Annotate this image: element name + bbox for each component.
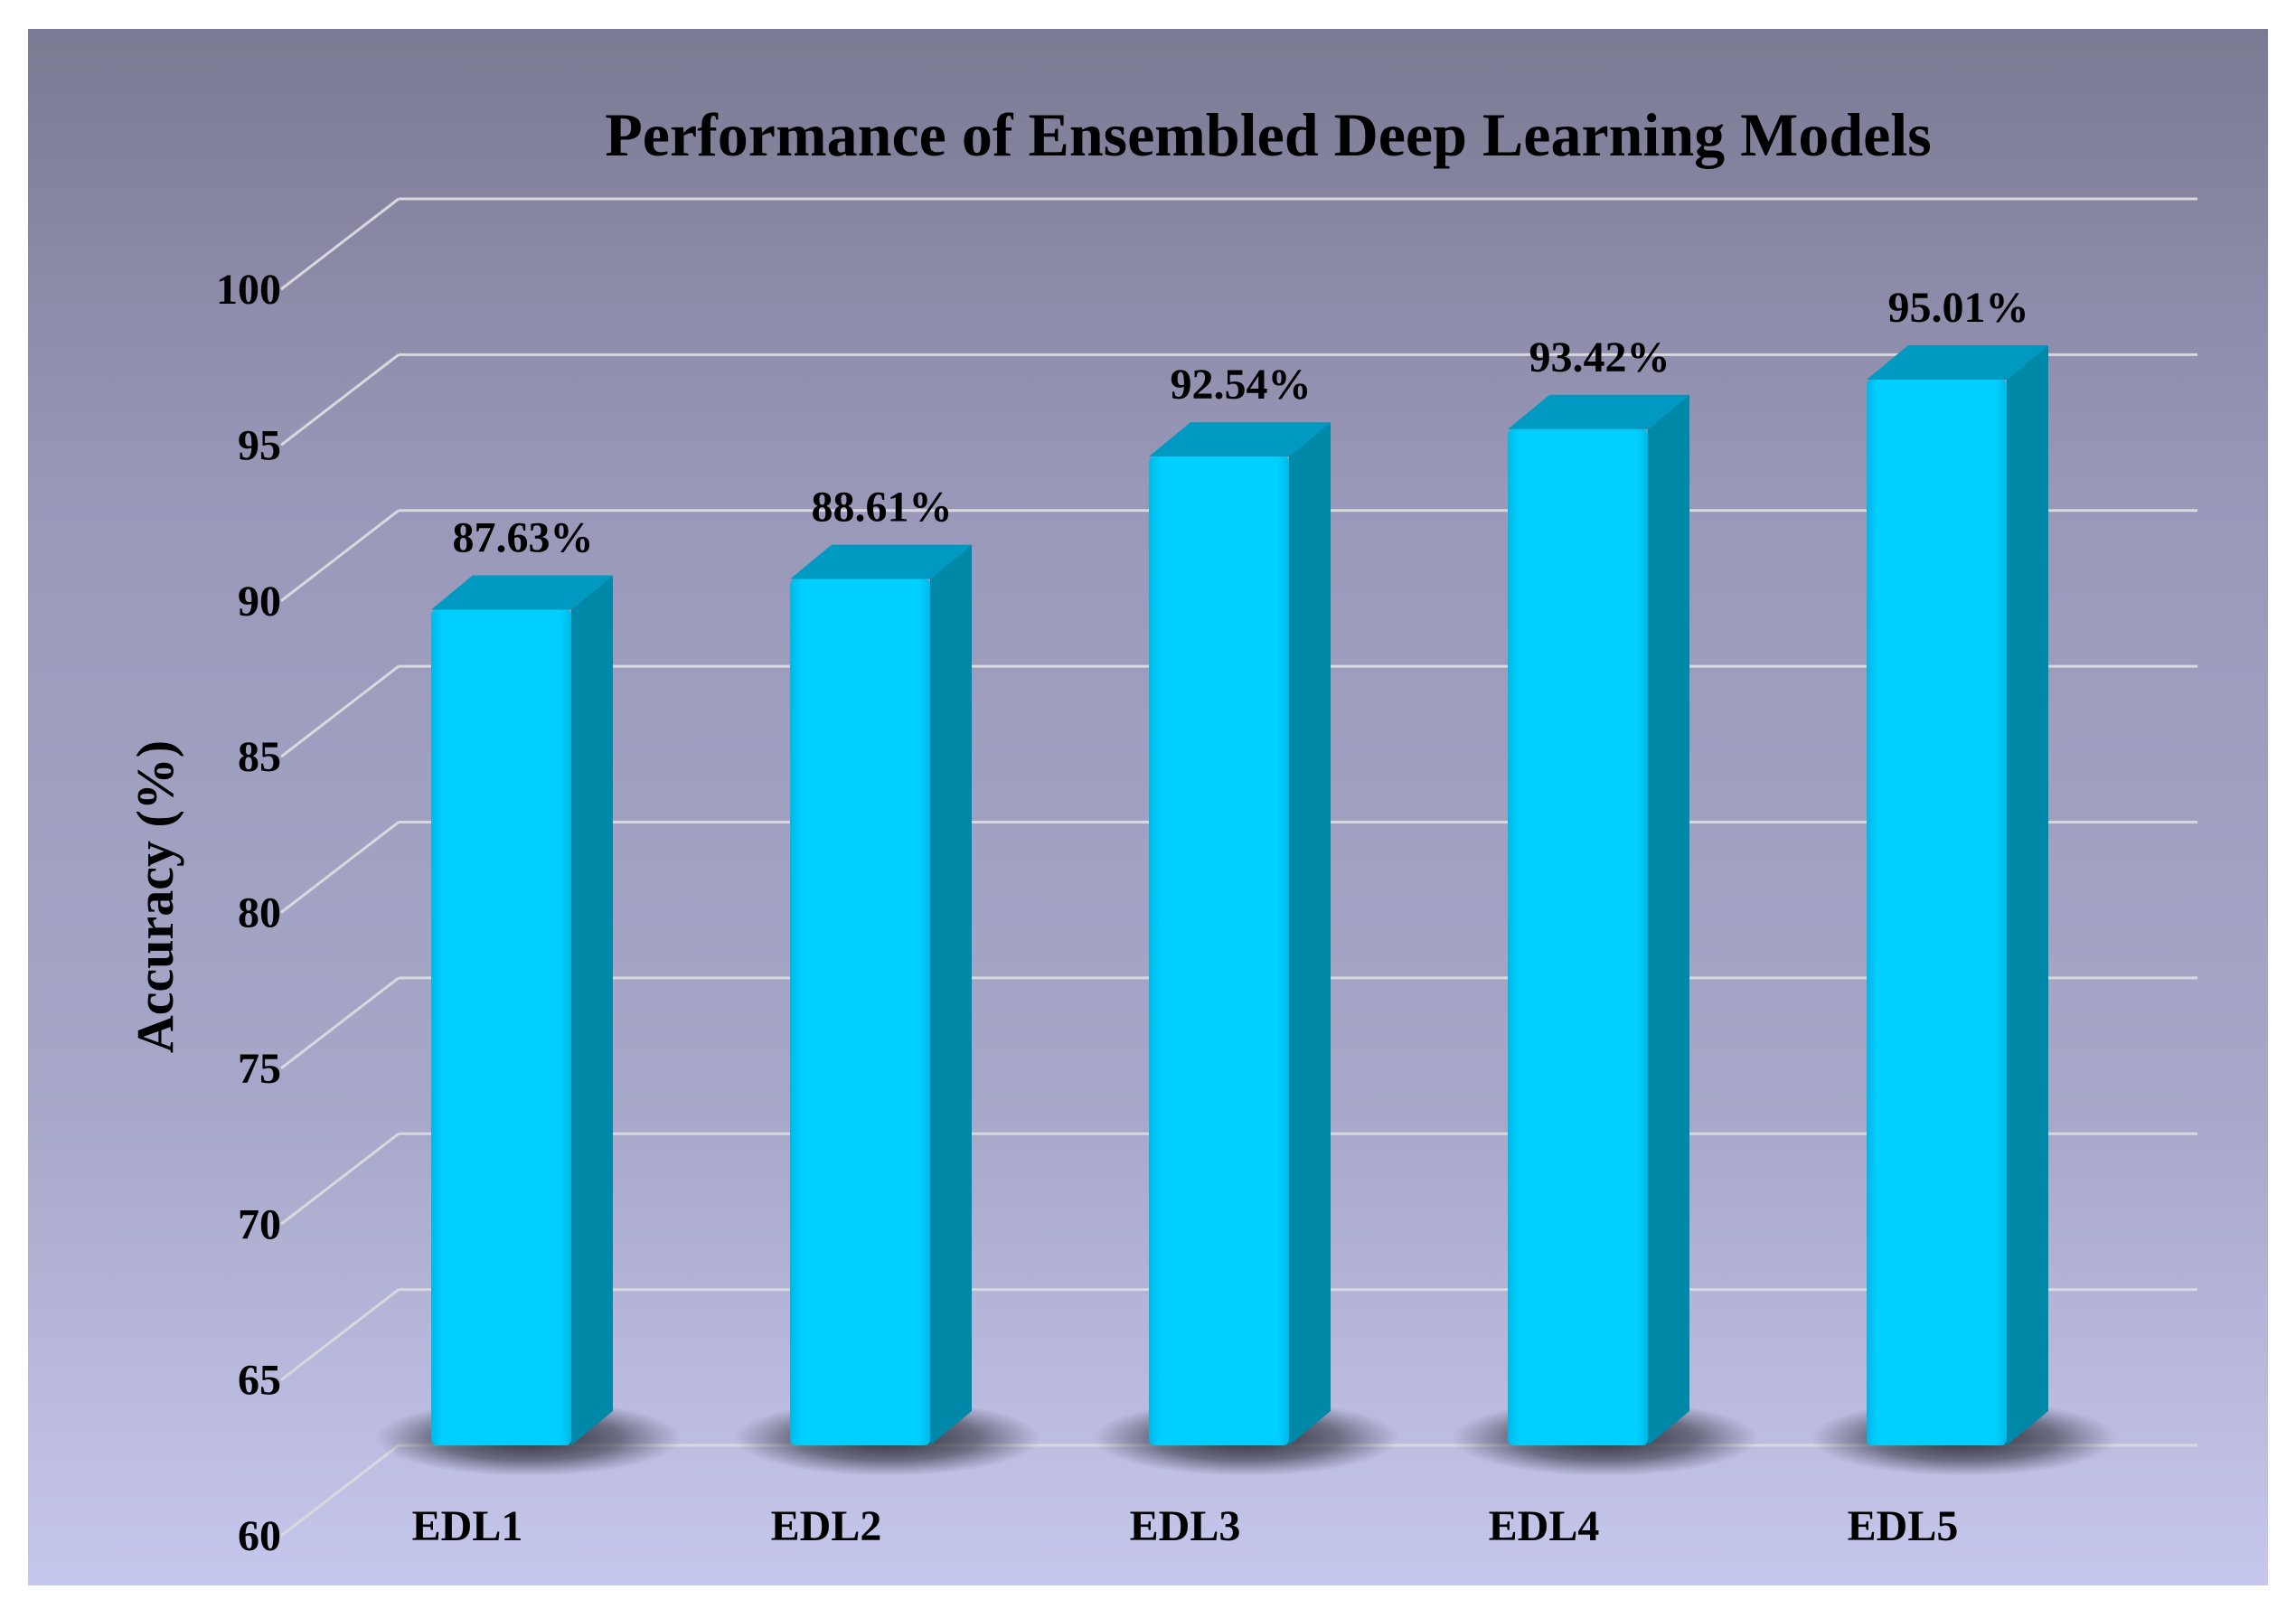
data-label: 87.63% <box>453 513 594 561</box>
chart-title: Performance of Ensembled Deep Learning M… <box>605 100 1931 169</box>
x-tick-label: EDL1 <box>412 1502 523 1550</box>
bar-chart: Performance of Ensembled Deep Learning M… <box>126 100 2197 1560</box>
y-tick-label: 75 <box>238 1045 281 1093</box>
gridline-side <box>280 509 400 602</box>
x-tick-label: EDL4 <box>1489 1502 1600 1550</box>
bar-edl4: 93.42% <box>1451 334 1759 1476</box>
bar-front <box>1149 456 1289 1446</box>
gridline-side <box>280 976 400 1070</box>
gridline-side <box>280 1133 400 1226</box>
gridline-side <box>280 821 400 914</box>
y-tick-label: 90 <box>238 578 281 626</box>
gridline-side <box>280 1288 400 1381</box>
gridline-side <box>280 1444 400 1538</box>
y-tick-label: 60 <box>238 1512 281 1560</box>
y-tick-label: 100 <box>216 266 281 314</box>
bar-edl3: 92.54% <box>1092 361 1400 1476</box>
x-tick-label: EDL2 <box>771 1502 882 1550</box>
bar-edl2: 88.61% <box>733 484 1041 1476</box>
y-tick-label: 80 <box>238 889 281 937</box>
bar-side <box>930 544 972 1445</box>
bar-top <box>431 575 613 610</box>
bar-side <box>2007 345 2048 1445</box>
y-tick-label: 85 <box>238 733 281 781</box>
y-tick-label: 95 <box>238 421 281 469</box>
gridline-side <box>280 353 400 447</box>
data-label: 93.42% <box>1529 334 1670 381</box>
data-label: 95.01% <box>1888 284 2029 332</box>
bar-edl5: 95.01% <box>1810 284 2118 1476</box>
chart-frame: Performance of Ensembled Deep Learning M… <box>28 29 2268 1585</box>
x-tick-label: EDL5 <box>1848 1502 1959 1550</box>
y-tick-label: 70 <box>238 1200 281 1248</box>
bar-side <box>1648 394 1689 1446</box>
bar-side <box>571 575 613 1445</box>
y-axis-ticks: 60 65 70 75 80 85 90 95 100 <box>216 266 281 1560</box>
y-axis-label: Accuracy (%) <box>126 740 184 1053</box>
bar-front <box>790 579 930 1445</box>
data-label: 88.61% <box>812 484 953 531</box>
bar-front <box>1867 380 2007 1445</box>
bar-edl1: 87.63% <box>374 513 682 1476</box>
x-axis-ticks: EDL1 EDL2 EDL3 EDL4 EDL5 <box>412 1502 1959 1550</box>
gridline-side <box>280 197 400 291</box>
bar-top <box>1867 345 2048 381</box>
bar-front <box>1508 428 1648 1446</box>
gridline-side <box>280 664 400 758</box>
bar-side <box>1289 422 1331 1446</box>
data-label: 92.54% <box>1171 361 1312 409</box>
y-tick-label: 65 <box>238 1357 281 1405</box>
bar-top <box>790 544 972 579</box>
bar-top <box>1149 422 1331 457</box>
bar-layer: 87.63% 88.61% 92.54% 93.42% 95.01% <box>374 284 2118 1476</box>
bar-front <box>431 609 571 1445</box>
x-tick-label: EDL3 <box>1130 1502 1241 1550</box>
bar-top <box>1508 394 1689 429</box>
